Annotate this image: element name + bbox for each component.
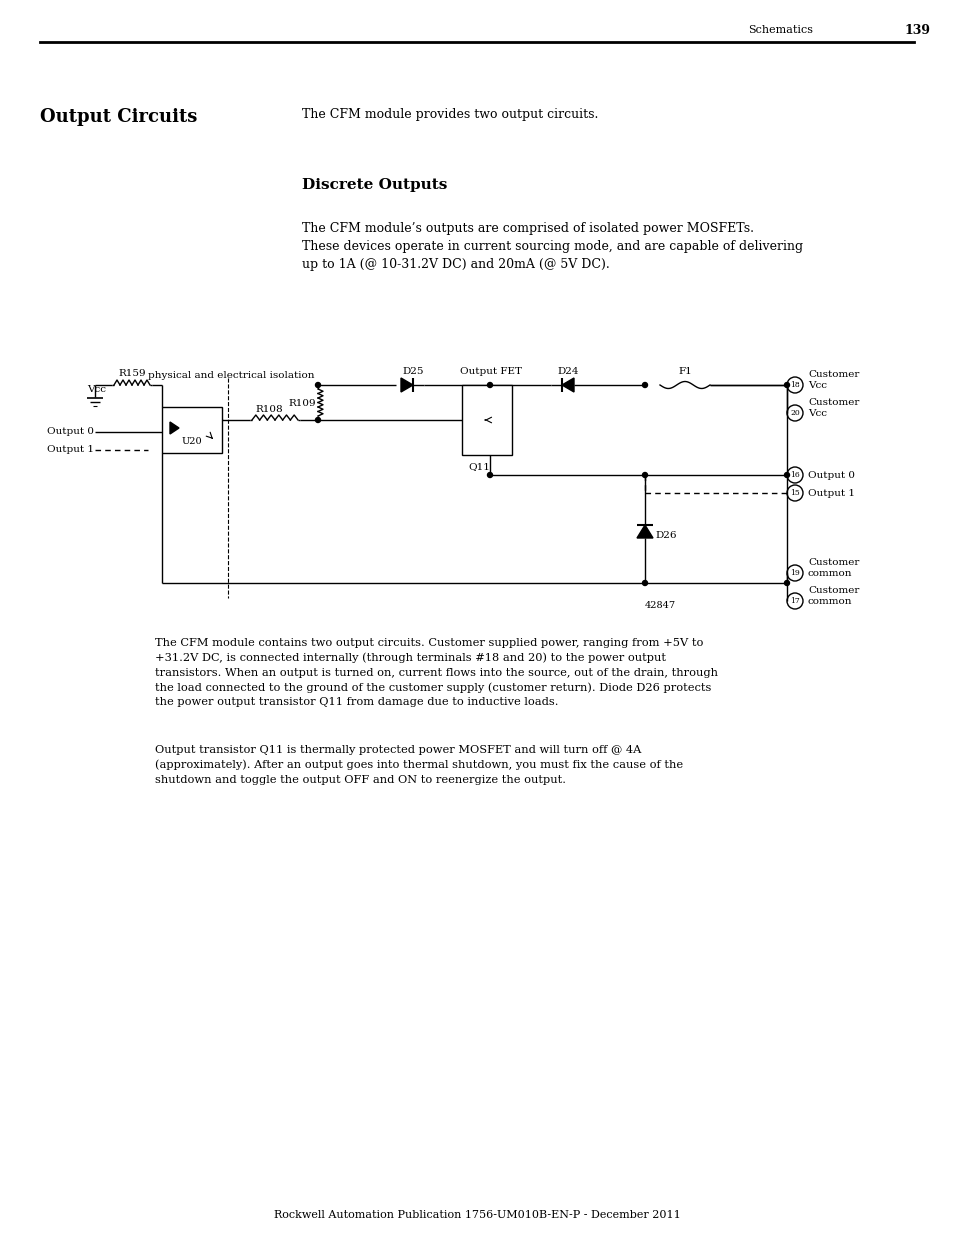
Circle shape (641, 473, 647, 478)
Text: U20: U20 (181, 437, 202, 447)
Text: Output FET: Output FET (459, 368, 521, 377)
Polygon shape (170, 422, 179, 433)
Text: D25: D25 (401, 368, 423, 377)
Text: D26: D26 (655, 531, 676, 540)
Text: 42847: 42847 (644, 600, 676, 610)
Text: Output 1: Output 1 (807, 489, 854, 498)
Text: 16: 16 (789, 471, 799, 479)
Text: 20: 20 (789, 409, 799, 417)
Text: 15: 15 (789, 489, 799, 496)
Text: Output 0: Output 0 (807, 471, 854, 479)
Text: Discrete Outputs: Discrete Outputs (302, 178, 447, 191)
Text: The CFM module provides two output circuits.: The CFM module provides two output circu… (302, 107, 598, 121)
Text: 19: 19 (789, 569, 799, 577)
Polygon shape (561, 378, 574, 391)
Bar (162, 408, 222, 453)
Circle shape (315, 417, 320, 422)
Text: 17: 17 (789, 597, 799, 605)
Text: F1: F1 (678, 368, 691, 377)
Circle shape (641, 580, 647, 585)
Circle shape (487, 383, 492, 388)
Text: Customer
Vcc: Customer Vcc (807, 399, 859, 417)
Circle shape (315, 383, 320, 388)
Circle shape (487, 473, 492, 478)
Text: 139: 139 (904, 23, 930, 37)
Text: Customer
common: Customer common (807, 587, 859, 605)
Text: physical and electrical isolation: physical and electrical isolation (148, 372, 314, 380)
Circle shape (783, 473, 789, 478)
Text: Output transistor Q11 is thermally protected power MOSFET and will turn off @ 4A: Output transistor Q11 is thermally prote… (154, 745, 682, 784)
Bar (461, 385, 512, 454)
Text: Vcc: Vcc (87, 385, 106, 394)
Text: Output Circuits: Output Circuits (40, 107, 197, 126)
Text: The CFM module’s outputs are comprised of isolated power MOSFETs.
These devices : The CFM module’s outputs are comprised o… (302, 222, 802, 270)
Circle shape (783, 383, 789, 388)
Text: Output 1: Output 1 (47, 446, 94, 454)
Polygon shape (400, 378, 413, 391)
Text: Rockwell Automation Publication 1756-UM010B-EN-P - December 2011: Rockwell Automation Publication 1756-UM0… (274, 1210, 679, 1220)
Text: 18: 18 (789, 382, 799, 389)
Text: Output 0: Output 0 (47, 427, 94, 436)
Text: Customer
Vcc: Customer Vcc (807, 370, 859, 390)
Text: The CFM module contains two output circuits. Customer supplied power, ranging fr: The CFM module contains two output circu… (154, 638, 718, 708)
Text: Q11: Q11 (468, 462, 489, 472)
Text: R108: R108 (254, 405, 282, 414)
Text: D24: D24 (557, 368, 578, 377)
Circle shape (641, 383, 647, 388)
Circle shape (783, 580, 789, 585)
Text: Schematics: Schematics (747, 25, 812, 35)
Text: R159: R159 (118, 369, 146, 378)
Text: R109: R109 (288, 399, 315, 408)
Text: Customer
common: Customer common (807, 558, 859, 578)
Polygon shape (637, 525, 652, 538)
